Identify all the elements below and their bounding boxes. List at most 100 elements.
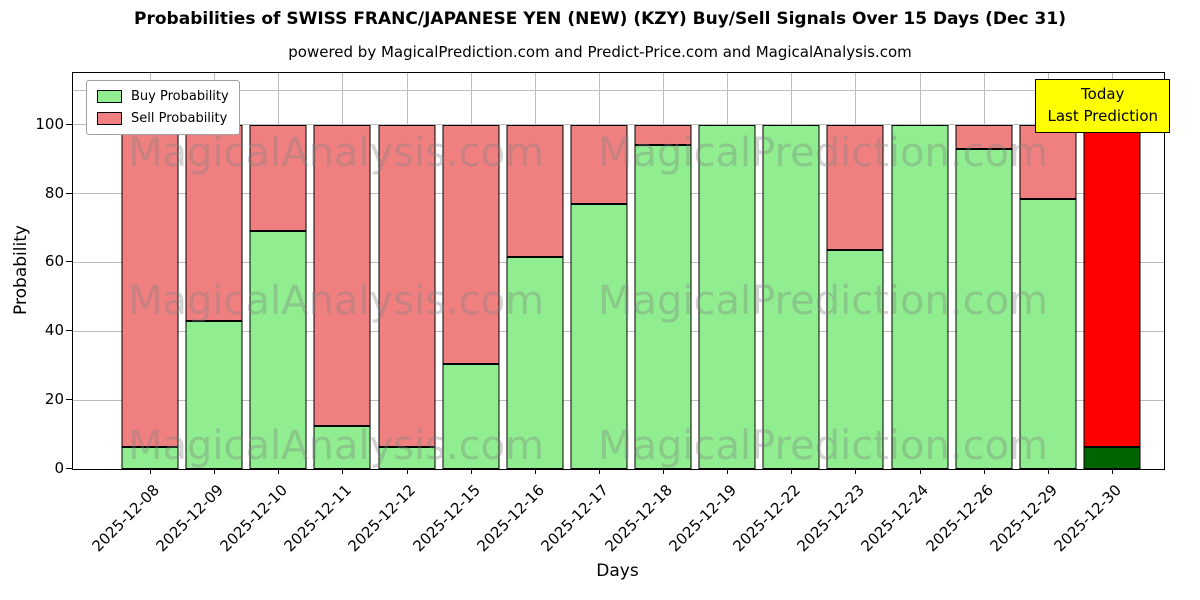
bar-slot: 2025-12-10 (217, 73, 310, 555)
bar-slot: 2025-12-30 (1050, 73, 1144, 555)
x-tick (598, 469, 600, 474)
bar-2025-12-23 (826, 73, 884, 469)
buy-segment (121, 446, 179, 469)
bar-2025-12-12 (378, 73, 436, 469)
bar-2025-12-08 (121, 73, 179, 469)
chart-title: Probabilities of SWISS FRANC/JAPANESE YE… (134, 9, 1066, 29)
y-tick (66, 192, 72, 194)
buy-segment (442, 363, 500, 469)
sell-segment (506, 124, 564, 258)
x-tick (1047, 469, 1049, 474)
legend-label: Buy Probability (131, 89, 229, 104)
sell-segment (634, 124, 692, 146)
sell-segment (570, 124, 628, 204)
bar-slot: 2025-12-12 (345, 73, 439, 555)
x-tick (470, 469, 472, 474)
x-tick-label: 2025-12-29 (986, 481, 1061, 556)
bar-slot: 2025-12-08 (88, 73, 182, 555)
bar-slot: 2025-12-26 (922, 73, 1016, 555)
bar-slot: 2025-12-18 (601, 73, 695, 555)
x-tick-label: 2025-12-23 (793, 481, 869, 556)
bar-2025-12-16 (506, 73, 564, 469)
y-tick-label: 20 (44, 390, 64, 409)
buy-segment (378, 446, 436, 469)
bar-2025-12-18 (634, 73, 692, 469)
x-tick (150, 469, 152, 474)
x-tick (727, 469, 729, 474)
bar-slot: 2025-12-22 (730, 73, 823, 555)
x-tick-label: 2025-12-24 (857, 481, 933, 556)
x-tick-label: 2025-12-19 (665, 481, 740, 556)
sell-segment (826, 124, 884, 251)
x-tick-label: 2025-12-15 (409, 481, 484, 556)
y-tick (66, 261, 72, 263)
sell-segment (955, 124, 1013, 149)
buy-segment (1083, 446, 1141, 469)
x-tick (791, 469, 793, 474)
bar-slot: 2025-12-17 (537, 73, 631, 555)
buy-segment (698, 124, 756, 469)
bar-slot: 2025-12-24 (858, 73, 952, 555)
bar-2025-12-26 (955, 73, 1013, 469)
buy-segment (313, 425, 371, 469)
bar-slot: 2025-12-11 (281, 73, 374, 555)
sell-segment (121, 124, 179, 447)
buy-segment (826, 250, 884, 469)
bar-2025-12-19 (698, 73, 756, 469)
bar-2025-12-17 (570, 73, 628, 469)
x-tick (278, 469, 280, 474)
bar-2025-12-09 (185, 73, 243, 469)
x-tick (855, 469, 857, 474)
y-gridline (73, 124, 1164, 126)
bar-2025-12-11 (313, 73, 371, 469)
x-tick-label: 2025-12-10 (216, 481, 292, 556)
bar-2025-12-10 (249, 73, 307, 469)
plot-area: Buy Probability Sell Probability Today La… (72, 72, 1170, 555)
y-tick (66, 468, 72, 469)
y-tick (66, 123, 72, 125)
y-tick-label: 80 (44, 183, 64, 202)
legend-item: Sell Probability (97, 111, 229, 126)
sell-segment (185, 124, 243, 321)
sell-segment (249, 124, 307, 232)
buy-segment (185, 320, 243, 469)
bar-2025-12-15 (442, 73, 500, 469)
buy-segment (762, 124, 820, 469)
bar-2025-12-22 (762, 73, 820, 469)
today-annotation: Today Last Prediction (1035, 79, 1170, 133)
x-tick-label: 2025-12-26 (922, 481, 997, 556)
annotation-line-2: Last Prediction (1047, 106, 1158, 125)
buy-segment (891, 124, 949, 469)
sell-segment (1019, 124, 1077, 199)
sell-segment (442, 124, 500, 364)
y-tick-label: 60 (44, 252, 64, 271)
sell-swatch (97, 112, 122, 125)
x-tick (534, 469, 536, 474)
bars-row: 2025-12-08 2025-12-09 2025-12-10 2025-12-11… (73, 73, 1164, 555)
x-tick (663, 469, 665, 474)
x-tick-label: 2025-12-08 (88, 481, 163, 556)
x-tick (919, 469, 921, 474)
x-axis-label: Days (596, 561, 639, 581)
bar-2025-12-30 (1083, 73, 1141, 469)
sell-segment (378, 124, 436, 447)
x-tick-label: 2025-12-16 (473, 481, 548, 556)
bar-slot: 2025-12-23 (794, 73, 887, 555)
x-tick (983, 469, 985, 474)
x-tick-label: 2025-12-18 (601, 481, 676, 556)
buy-segment (955, 148, 1013, 469)
x-tick (1111, 469, 1113, 474)
x-tick-label: 2025-12-12 (344, 481, 420, 556)
bar-2025-12-24 (891, 73, 949, 469)
bar-slot: 2025-12-19 (666, 73, 759, 555)
x-tick (342, 469, 344, 474)
x-tick (214, 469, 216, 474)
y-tick (66, 330, 72, 332)
y-tick-label: 100 (35, 114, 64, 133)
x-tick-label: 2025-12-22 (729, 481, 805, 556)
buy-segment (634, 145, 692, 469)
legend-label: Sell Probability (131, 111, 228, 126)
y-tick (66, 399, 72, 401)
legend-item: Buy Probability (97, 89, 229, 104)
